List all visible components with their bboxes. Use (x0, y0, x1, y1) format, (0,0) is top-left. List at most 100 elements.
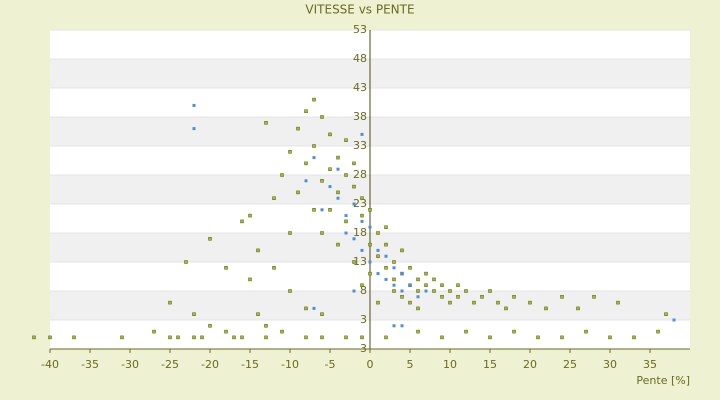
point (296, 190, 300, 195)
point (168, 335, 172, 340)
point (408, 266, 412, 270)
x-tick-label: -40 (41, 358, 59, 371)
y-tick-label: 28 (353, 168, 367, 181)
point (352, 202, 356, 206)
point (72, 335, 76, 340)
point (192, 127, 196, 131)
point (392, 289, 396, 293)
point (400, 324, 404, 328)
point (352, 161, 356, 166)
point (344, 231, 348, 235)
point (304, 306, 308, 311)
point (432, 289, 436, 293)
point (344, 138, 348, 142)
point (328, 132, 332, 137)
point (360, 283, 364, 287)
point (616, 300, 620, 305)
point (656, 329, 660, 334)
point (584, 329, 588, 334)
point (448, 300, 452, 305)
x-tick-label: 0 (367, 358, 374, 371)
point (384, 225, 388, 229)
point (400, 295, 404, 299)
point (400, 272, 404, 276)
x-tick-label: 15 (483, 358, 497, 371)
point (208, 237, 212, 241)
point (376, 272, 380, 276)
point (320, 208, 324, 212)
point (168, 300, 172, 305)
point (376, 254, 380, 258)
point (312, 156, 316, 160)
point (440, 283, 444, 287)
point (512, 329, 516, 334)
point (312, 144, 316, 148)
point (360, 248, 364, 252)
point (592, 295, 596, 299)
point (368, 225, 372, 229)
point (384, 254, 388, 258)
x-tick-label: -10 (281, 358, 299, 371)
point (544, 306, 548, 311)
point (416, 329, 420, 334)
point (264, 324, 268, 328)
y-tick-label: 38 (353, 110, 367, 123)
point (256, 248, 260, 253)
point (472, 300, 476, 305)
point (360, 196, 364, 200)
point (416, 277, 420, 282)
point (432, 277, 436, 282)
x-tick-label: -35 (81, 358, 99, 371)
point (176, 335, 180, 340)
x-tick-label: -15 (241, 358, 259, 371)
point (400, 248, 404, 253)
point (392, 324, 396, 328)
point (296, 126, 300, 131)
point (464, 289, 468, 293)
y-tick-label: 53 (353, 23, 367, 36)
x-tick-label: -30 (121, 358, 139, 371)
point (232, 335, 236, 340)
point (312, 208, 316, 212)
point (288, 150, 292, 154)
y-tick-label: 18 (353, 226, 367, 239)
point (304, 161, 308, 166)
point (448, 289, 452, 293)
point (32, 335, 36, 340)
point (352, 184, 356, 189)
y-tick-label: 33 (353, 139, 367, 152)
point (576, 306, 580, 311)
point (376, 300, 380, 305)
x-tick-label: -25 (161, 358, 179, 371)
point (480, 295, 484, 299)
point (240, 335, 244, 340)
point (248, 277, 252, 282)
point (328, 208, 332, 212)
point (392, 277, 396, 282)
point (192, 335, 196, 340)
point (368, 271, 372, 276)
point (392, 260, 396, 264)
point (224, 329, 228, 334)
point (416, 295, 420, 299)
point (392, 283, 396, 287)
x-tick-label: 35 (643, 358, 657, 371)
point (408, 283, 412, 287)
point (208, 324, 212, 328)
point (464, 329, 468, 334)
point (336, 196, 340, 200)
point (664, 312, 668, 316)
y-tick-label: 3 (360, 313, 367, 326)
point (344, 173, 348, 177)
point (352, 260, 356, 264)
y-tick-label: 23 (353, 197, 367, 210)
point (304, 335, 308, 340)
point (288, 231, 292, 235)
point (440, 335, 444, 340)
point (328, 185, 332, 189)
point (272, 266, 276, 270)
point (376, 231, 380, 235)
y-tick-label: 13 (353, 255, 367, 268)
point (336, 242, 340, 247)
